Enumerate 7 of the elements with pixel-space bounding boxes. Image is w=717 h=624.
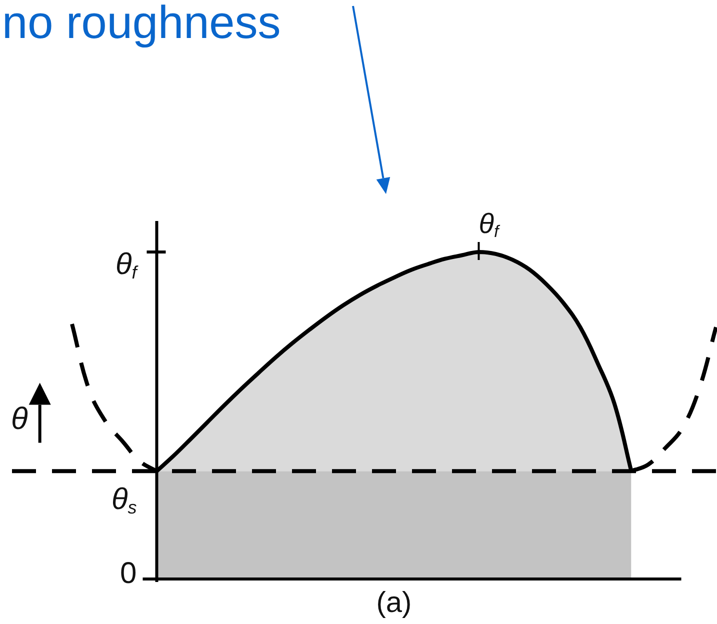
y-axis-title: θ — [11, 401, 28, 436]
text: (a) — [376, 587, 412, 619]
text: θ$_{f}$ — [478, 208, 499, 242]
text: no roughness — [2, 0, 281, 48]
annotation: θ$_{s}$ — [111, 483, 137, 518]
annotation: 0 — [120, 557, 137, 590]
annotation: θ$_{f}$ — [115, 248, 137, 282]
